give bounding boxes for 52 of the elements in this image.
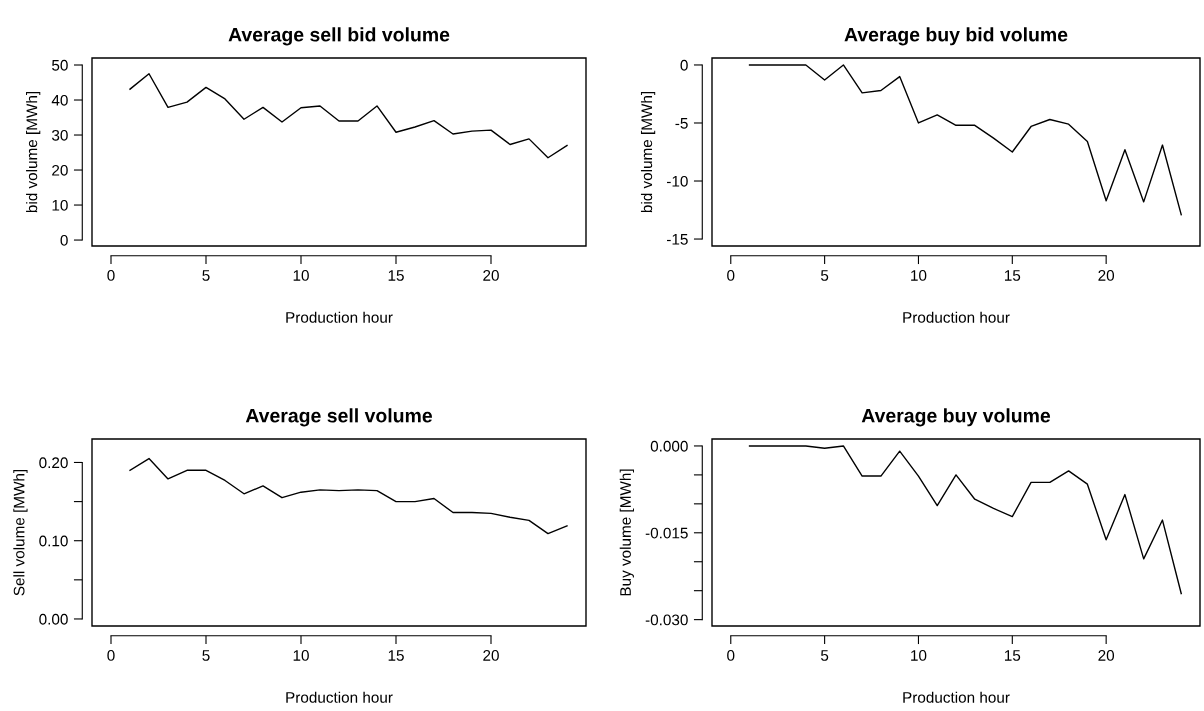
x-tick-label: 0: [727, 270, 735, 281]
x-tick-label: 5: [820, 270, 829, 281]
y-axis-title: bid volume [MWh]: [26, 91, 41, 213]
x-tick-label: 0: [107, 270, 115, 281]
x-tick-label: 15: [1004, 650, 1021, 661]
x-axis-title: Production hour: [903, 311, 1010, 323]
y-tick-label: -0.015: [645, 527, 688, 539]
y-tick-label: -0.030: [645, 614, 688, 626]
x-axis-title: Production hour: [903, 691, 1010, 703]
y-axis-title: Buy volume [MWh]: [619, 469, 634, 596]
y-tick-label: 0: [60, 234, 68, 246]
x-tick-label: 20: [1098, 270, 1115, 281]
y-tick-label: 0.000: [650, 440, 688, 452]
y-tick-label: 30: [51, 129, 68, 141]
x-tick-label: 20: [483, 270, 499, 281]
y-tick-label: 10: [52, 199, 68, 211]
x-tick-label: 5: [202, 650, 210, 661]
y-axis-title: bid volume [MWh]: [640, 91, 656, 213]
x-tick-label: 5: [820, 650, 829, 661]
x-tick-label: 10: [911, 650, 927, 661]
y-tick-label: 0: [680, 59, 688, 71]
chart-title: Average sell bid volume: [228, 27, 450, 46]
x-axis-title: Production hour: [286, 691, 393, 703]
chart-title: Average buy bid volume: [844, 27, 1068, 46]
y-axis-title: Sell volume [MWh]: [13, 469, 28, 596]
y-tick-label: 20: [52, 164, 68, 176]
x-tick-label: 0: [727, 650, 735, 661]
x-tick-label: 20: [483, 650, 499, 661]
x-tick-label: 15: [388, 270, 404, 281]
y-tick-label: -5: [675, 118, 688, 129]
x-tick-label: 5: [202, 270, 210, 281]
x-tick-label: 15: [1004, 270, 1021, 281]
line-series: [129, 73, 568, 159]
x-tick-label: 10: [293, 650, 309, 661]
line-series: [748, 445, 1182, 595]
x-tick-label: 10: [911, 270, 927, 281]
y-tick-label: 0.10: [39, 535, 68, 547]
x-tick-label: 20: [1098, 650, 1115, 661]
line-series: [129, 457, 568, 535]
x-tick-label: 0: [107, 650, 115, 661]
y-tick-label: 0.00: [39, 613, 68, 625]
x-tick-label: 15: [388, 650, 404, 661]
x-tick-label: 10: [293, 270, 309, 281]
y-tick-label: 40: [51, 94, 68, 106]
y-tick-label: 0.20: [39, 457, 68, 469]
chart-title: Average buy volume: [861, 408, 1051, 427]
line-series: [748, 64, 1182, 216]
y-tick-label: -15: [666, 234, 688, 245]
x-axis-title: Production hour: [286, 311, 393, 323]
chart-title: Average sell volume: [245, 408, 433, 427]
y-tick-label: -10: [666, 175, 688, 187]
y-tick-label: 50: [52, 59, 68, 71]
